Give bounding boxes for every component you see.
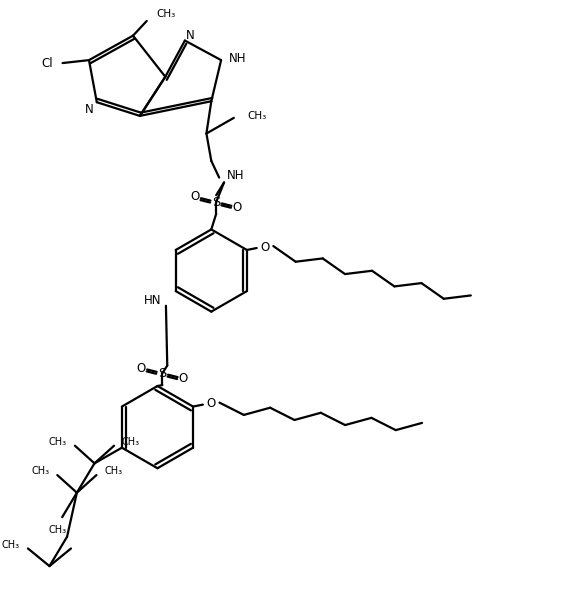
Text: NH: NH: [227, 169, 245, 182]
Text: O: O: [179, 372, 188, 385]
Text: CH₃: CH₃: [122, 437, 140, 447]
Text: CH₃: CH₃: [157, 9, 176, 19]
Text: O: O: [137, 362, 146, 375]
Text: N: N: [84, 103, 93, 116]
Text: CH₃: CH₃: [31, 466, 49, 476]
Text: O: O: [206, 397, 215, 410]
Text: O: O: [191, 191, 200, 204]
Text: CH₃: CH₃: [104, 466, 122, 476]
Text: S: S: [212, 195, 220, 208]
Text: HN: HN: [144, 294, 161, 307]
Text: CH₃: CH₃: [2, 540, 20, 549]
Text: O: O: [233, 201, 242, 214]
Text: Cl: Cl: [41, 57, 53, 70]
Text: NH: NH: [229, 52, 246, 65]
Text: CH₃: CH₃: [48, 525, 66, 535]
Text: N: N: [186, 29, 194, 42]
Text: O: O: [260, 241, 269, 254]
Text: CH₃: CH₃: [49, 437, 67, 447]
Text: CH₃: CH₃: [247, 111, 267, 121]
Text: S: S: [158, 367, 166, 380]
